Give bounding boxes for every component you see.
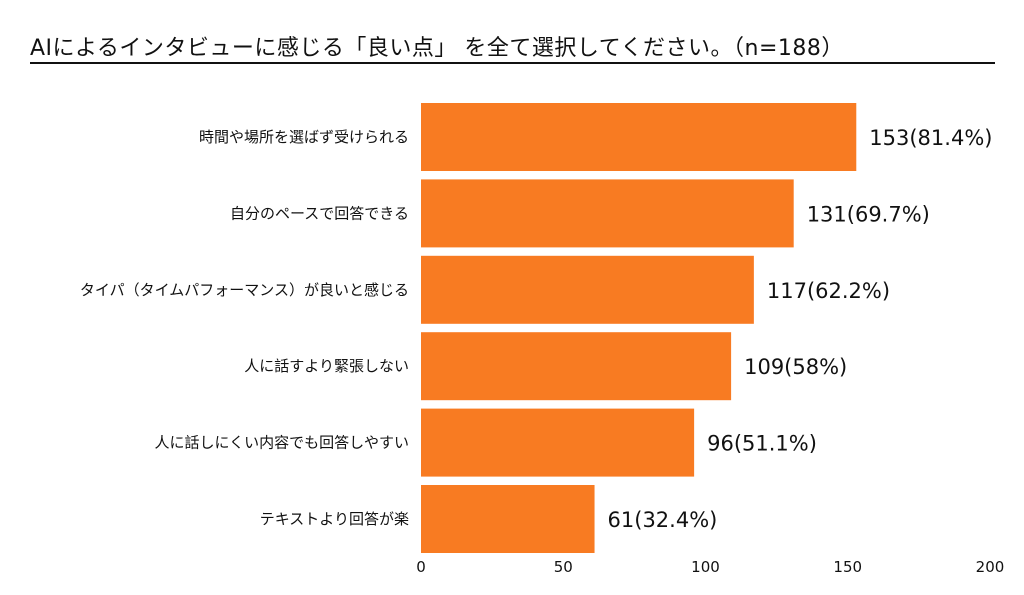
bar-2 <box>421 255 754 324</box>
bar-3 <box>421 332 732 401</box>
data-label-2: 117(62.2%) <box>767 279 890 303</box>
chart-title: AIによるインタビューに感じる「良い点」 を全て選択してください。（n=188） <box>30 36 844 61</box>
data-label-1: 131(69.7%) <box>807 202 930 226</box>
data-label-0: 153(81.4%) <box>869 126 992 150</box>
bar-1 <box>421 179 794 248</box>
data-label-3: 109(58%) <box>744 355 847 379</box>
bar-4 <box>421 408 695 477</box>
bar-5 <box>421 485 595 553</box>
data-label-4: 96(51.1%) <box>707 432 817 456</box>
category-label-2: タイパ（タイムパフォーマンス）が良いと感じる <box>80 281 409 299</box>
x-tick-label-1: 50 <box>554 558 573 576</box>
category-label-4: 人に話しにくい内容でも回答しやすい <box>154 434 409 452</box>
x-tick-label-0: 0 <box>416 558 426 576</box>
category-label-0: 時間や場所を選ばず受けられる <box>199 128 409 146</box>
title-underline <box>30 62 995 64</box>
bar-0 <box>421 103 857 171</box>
category-label-1: 自分のペースで回答できる <box>230 204 409 222</box>
x-tick-label-4: 200 <box>976 558 1005 576</box>
title-block: AIによるインタビューに感じる「良い点」 を全て選択してください。（n=188） <box>30 30 995 64</box>
x-tick-label-2: 100 <box>691 558 720 576</box>
category-label-5: テキストより回答が楽 <box>260 510 409 528</box>
data-label-5: 61(32.4%) <box>608 508 718 532</box>
x-tick-label-3: 150 <box>833 558 862 576</box>
category-label-3: 人に話すより緊張しない <box>244 357 409 375</box>
